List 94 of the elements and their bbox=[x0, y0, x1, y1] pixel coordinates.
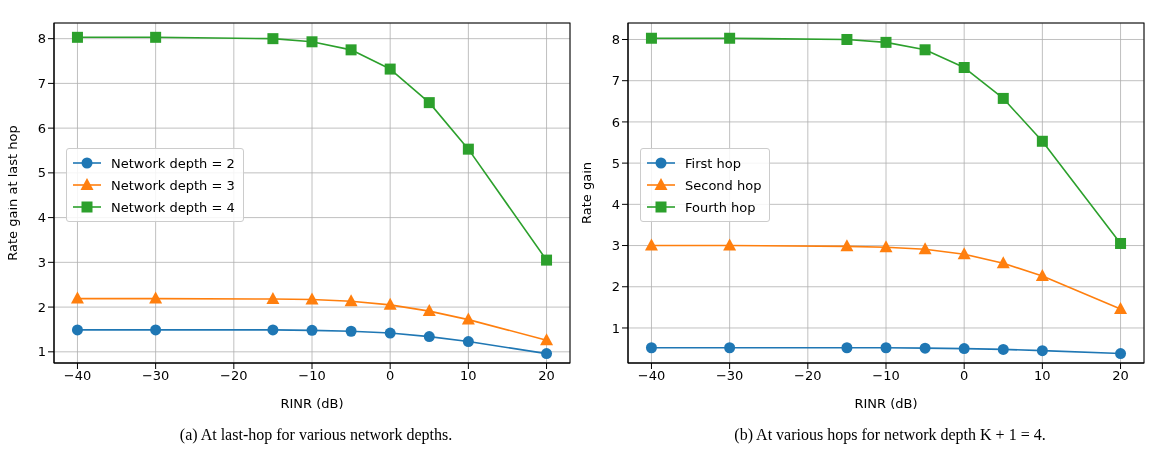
x-tick-label: −30 bbox=[715, 368, 744, 384]
y-tick-label: 7 bbox=[611, 73, 620, 89]
legend-label: Network depth = 2 bbox=[111, 155, 235, 171]
y-tick-label: 3 bbox=[611, 238, 620, 254]
x-tick-label: −10 bbox=[298, 368, 326, 384]
x-tick-label: 0 bbox=[386, 368, 395, 384]
point bbox=[345, 325, 357, 337]
point bbox=[919, 342, 931, 354]
x-tick-label: −10 bbox=[872, 368, 900, 384]
point bbox=[384, 327, 396, 339]
legend-label: Second hop bbox=[685, 177, 762, 193]
point bbox=[541, 348, 553, 360]
y-tick-label: 8 bbox=[611, 32, 620, 48]
text: (a) At last-hop for various network depths. bbox=[178, 426, 454, 444]
point bbox=[305, 292, 319, 305]
point bbox=[645, 342, 657, 354]
point bbox=[841, 342, 853, 354]
point bbox=[997, 343, 1009, 355]
point bbox=[306, 324, 318, 336]
x-tick-label: −40 bbox=[63, 368, 92, 384]
point bbox=[422, 304, 436, 317]
point bbox=[383, 297, 397, 310]
point bbox=[957, 247, 971, 260]
point bbox=[1036, 135, 1048, 147]
x-tick-label: 20 bbox=[1112, 368, 1129, 384]
y-tick-label: 6 bbox=[611, 114, 620, 130]
y-tick-label: 8 bbox=[37, 31, 46, 47]
x-tick-label: −40 bbox=[637, 368, 666, 384]
point bbox=[645, 32, 657, 44]
point bbox=[997, 92, 1009, 104]
point bbox=[344, 294, 358, 307]
text: (b) At various hops for network depth K + 1 = 4. bbox=[733, 426, 1047, 444]
x-tick-label: −30 bbox=[141, 368, 170, 384]
y-tick-label: 1 bbox=[611, 320, 620, 336]
point bbox=[150, 324, 162, 336]
point bbox=[267, 324, 279, 336]
point bbox=[996, 256, 1010, 269]
y-tick-label: 5 bbox=[37, 165, 46, 181]
x-tick-label: 20 bbox=[538, 368, 555, 384]
point bbox=[150, 31, 162, 43]
point bbox=[423, 331, 435, 343]
point bbox=[1036, 345, 1048, 357]
legend-label: First hop bbox=[685, 155, 741, 171]
legend-label: Network depth = 3 bbox=[111, 177, 235, 193]
point bbox=[540, 333, 554, 346]
point bbox=[880, 342, 892, 354]
y-tick-label: 5 bbox=[611, 155, 620, 171]
y-tick-label: 6 bbox=[37, 120, 46, 136]
point bbox=[461, 312, 475, 325]
point bbox=[423, 97, 435, 109]
point bbox=[919, 44, 931, 56]
point bbox=[384, 63, 396, 75]
y-tick-label: 7 bbox=[37, 76, 46, 92]
point bbox=[879, 240, 893, 253]
x-tick-label: −20 bbox=[220, 368, 248, 384]
point bbox=[149, 291, 163, 304]
point bbox=[541, 254, 553, 266]
point bbox=[462, 143, 474, 155]
x-tick-label: 0 bbox=[960, 368, 969, 384]
point bbox=[71, 31, 83, 43]
point bbox=[1115, 237, 1127, 249]
x-axis-title: RINR (dB) bbox=[280, 396, 344, 411]
point bbox=[1114, 302, 1128, 315]
point bbox=[71, 324, 83, 336]
x-axis-title: RINR (dB) bbox=[854, 396, 918, 411]
point bbox=[880, 36, 892, 48]
point bbox=[841, 33, 853, 45]
point bbox=[724, 342, 736, 354]
point bbox=[306, 36, 318, 48]
point bbox=[644, 238, 658, 251]
legend-label: Network depth = 4 bbox=[111, 199, 235, 215]
point bbox=[267, 33, 279, 45]
point bbox=[345, 44, 357, 56]
y-tick-label: 4 bbox=[37, 210, 46, 226]
point bbox=[918, 242, 932, 255]
point bbox=[723, 238, 737, 251]
y-tick-label: 2 bbox=[611, 279, 620, 295]
point bbox=[266, 292, 280, 305]
y-tick-label: 1 bbox=[37, 344, 46, 360]
y-tick-label: 2 bbox=[37, 299, 46, 315]
point bbox=[1035, 269, 1049, 282]
x-tick-label: −20 bbox=[794, 368, 822, 384]
x-tick-label: 10 bbox=[1034, 368, 1051, 384]
point bbox=[958, 343, 970, 355]
point bbox=[462, 336, 474, 348]
y-tick-label: 4 bbox=[611, 196, 620, 212]
point bbox=[958, 62, 970, 74]
x-tick-label: 10 bbox=[460, 368, 477, 384]
point bbox=[1115, 348, 1127, 360]
point bbox=[840, 239, 854, 252]
y-tick-label: 3 bbox=[37, 254, 46, 270]
point bbox=[724, 32, 736, 44]
legend-label: Fourth hop bbox=[685, 199, 756, 215]
point bbox=[70, 291, 84, 304]
